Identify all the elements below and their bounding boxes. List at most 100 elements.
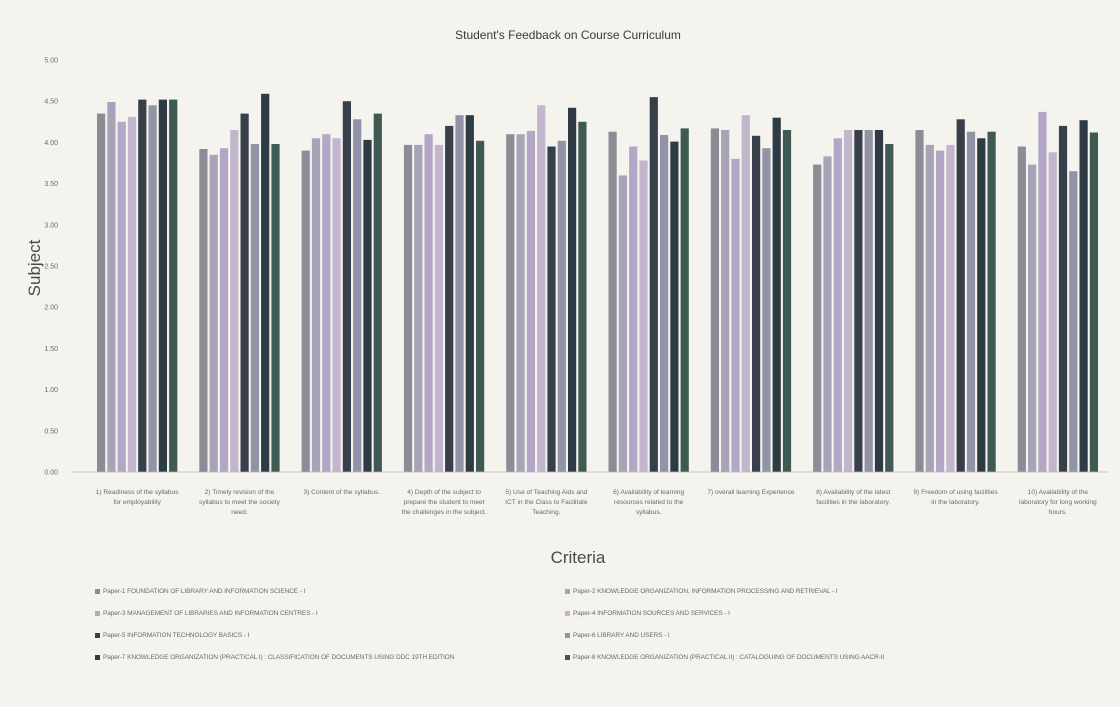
x-tick-label: 10) Availability of the laboratory for lo… [1019, 489, 1097, 516]
bar [823, 156, 832, 472]
bar [148, 105, 157, 473]
x-tick-label: 7) overall learning Experience [707, 489, 795, 496]
x-tick-label: 4) Depth of the subject to prepare the st… [402, 489, 487, 516]
bar [608, 131, 617, 472]
bar [1079, 120, 1088, 472]
x-axis-ticks: 1) Readiness of the syllabus for employab… [96, 489, 1097, 516]
bar [925, 144, 934, 472]
y-tick-label: 5.00 [44, 58, 58, 65]
y-tick-label: 4.00 [44, 140, 58, 147]
legend: Paper-1 FOUNDATION OF LIBRARY AND INFORM… [95, 585, 1105, 663]
x-tick-label: 5) Use of Teaching Aids and ICT in the Cl… [505, 489, 588, 516]
x-tick-label: 8) Availability of the latest facilities … [816, 489, 890, 506]
legend-label: Paper-1 FOUNDATION OF LIBRARY AND INFORM… [103, 587, 306, 595]
bar [209, 154, 218, 473]
bar [885, 144, 894, 472]
legend-swatch [565, 588, 570, 594]
bar [1069, 171, 1078, 472]
bar [537, 105, 546, 473]
bar [568, 107, 577, 473]
bar [506, 134, 515, 472]
legend-swatch [565, 654, 570, 660]
bar [516, 134, 525, 472]
y-tick-label: 2.00 [44, 305, 58, 312]
bar [680, 128, 689, 472]
bar [311, 138, 321, 473]
bar [1017, 146, 1026, 472]
legend-item: Paper-6 LIBRARY AND USERS - I [565, 629, 1035, 641]
bar [97, 113, 106, 472]
bar [710, 128, 719, 472]
legend-item: Paper-8 KNOWLEDGE ORGANIZATION (PRACTICA… [565, 651, 1035, 663]
y-tick-label: 0.50 [44, 428, 58, 435]
y-tick-label: 3.00 [44, 222, 58, 229]
bar [445, 125, 454, 473]
chart-title: Student's Feedback on Course Curriculum [455, 28, 681, 42]
bar [721, 130, 730, 472]
x-tick-label: 6) Availability of learning resources rel… [613, 489, 684, 516]
bar [271, 144, 280, 472]
legend-item: Paper-1 FOUNDATION OF LIBRARY AND INFORM… [95, 585, 565, 597]
bar [987, 131, 996, 472]
bar [414, 144, 423, 472]
bar [874, 130, 884, 472]
bar [353, 119, 362, 473]
bar [107, 102, 116, 472]
y-tick-label: 4.50 [44, 99, 58, 106]
bar [977, 138, 986, 473]
bar [169, 99, 178, 472]
legend-label: Paper-4 INFORMATION SOURCES AND SERVICES… [573, 609, 730, 617]
bar [250, 144, 259, 472]
x-tick-label: 3) Content of the syllabus. [303, 489, 380, 496]
bar [301, 150, 310, 472]
bar [649, 97, 658, 472]
bar [557, 140, 566, 473]
bar [844, 130, 853, 472]
x-tick-label: 1) Readiness of the syllabus for employab… [96, 489, 180, 506]
bar [762, 148, 771, 472]
bar [946, 144, 955, 472]
bars [72, 93, 1108, 473]
bar [1058, 125, 1068, 473]
bar [547, 146, 556, 472]
legend-swatch [95, 588, 100, 594]
bar [864, 130, 873, 472]
y-tick-label: 0.00 [44, 470, 58, 477]
bar [1028, 164, 1037, 472]
bar [332, 138, 341, 473]
legend-swatch [95, 632, 100, 638]
legend-item: Paper-5 INFORMATION TECHNOLOGY BASICS - … [95, 629, 565, 641]
x-tick-label: 2) Timely revision of the syllabus to mee… [199, 489, 281, 516]
bar [230, 130, 239, 472]
x-axis-title: Criteria [551, 548, 606, 567]
legend-item: Paper-3 MANAGEMENT OF LIBRARIES AND INFO… [95, 607, 565, 619]
bar [138, 99, 147, 472]
y-tick-label: 1.00 [44, 387, 58, 394]
y-tick-label: 2.50 [44, 264, 58, 271]
bar [476, 140, 485, 473]
bar [342, 101, 351, 472]
legend-swatch [565, 632, 570, 638]
bar [1089, 132, 1098, 472]
bar [936, 150, 945, 472]
legend-label: Paper-6 LIBRARY AND USERS - I [573, 631, 670, 639]
bar [434, 144, 443, 472]
bar [966, 131, 976, 472]
bar [424, 134, 433, 472]
bar [322, 134, 331, 472]
legend-item: Paper-7 KNOWLEDGE ORGANIZATION (PRACTICA… [95, 651, 565, 663]
bar [1048, 152, 1057, 473]
bar [578, 121, 587, 473]
legend-swatch [95, 654, 100, 660]
y-axis-title: Subject [25, 239, 44, 296]
legend-swatch [95, 610, 100, 616]
legend-item: Paper-4 INFORMATION SOURCES AND SERVICES… [565, 607, 1035, 619]
bar [373, 113, 382, 472]
y-tick-label: 1.50 [44, 346, 58, 353]
legend-label: Paper-2 KNOWLEDGE ORGANIZATION, INFORMAT… [573, 587, 838, 595]
bar [670, 141, 679, 472]
legend-label: Paper-8 KNOWLEDGE ORGANIZATION (PRACTICA… [573, 653, 885, 661]
y-tick-label: 3.50 [44, 181, 58, 188]
bar [618, 175, 627, 472]
